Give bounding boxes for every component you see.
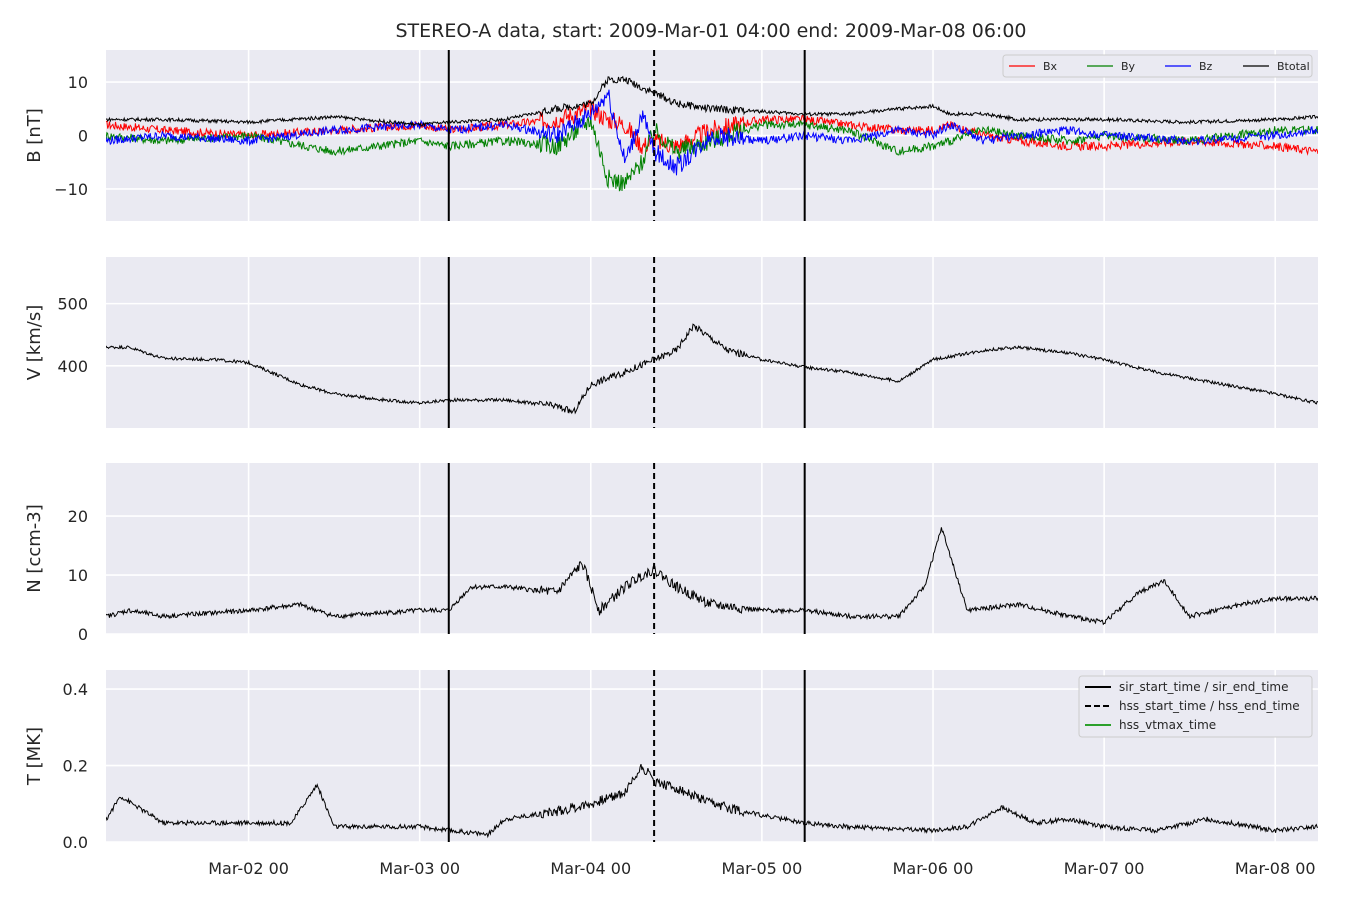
panel-3: 0 10 20 N [ccm-3] <box>24 463 1318 644</box>
legend-label: Bx <box>1043 60 1058 73</box>
y-axis-label: N [ccm-3] <box>24 504 45 593</box>
series-line <box>106 527 1318 626</box>
series-group <box>106 527 1318 626</box>
legend-events: sir_start_time / sir_end_time hss_start_t… <box>1078 675 1313 738</box>
y-tick-label: 500 <box>57 295 88 314</box>
series-line <box>106 89 1318 176</box>
legend-label: hss_start_time / hss_end_time <box>1119 699 1300 713</box>
y-tick-label: 10 <box>68 566 88 585</box>
x-tick-label: Mar-04 00 <box>550 859 631 878</box>
y-axis-label: V [km/s] <box>24 305 45 380</box>
panel-1: −10 0 10 B [nT] <box>24 50 1318 221</box>
plot-area <box>106 257 1318 428</box>
y-axis-label: T [MK] <box>24 727 45 786</box>
plot-area <box>106 463 1318 634</box>
legend-label: sir_start_time / sir_end_time <box>1119 680 1289 694</box>
legend-box <box>1002 54 1313 78</box>
x-tick-label: Mar-03 00 <box>379 859 460 878</box>
series-line <box>106 763 1318 839</box>
y-tick-label: 400 <box>57 357 88 376</box>
y-tick-label: 0 <box>78 625 88 644</box>
panel-2: 400 500 V [km/s] <box>24 257 1318 428</box>
series-line <box>106 116 1318 192</box>
y-tick-label: 20 <box>68 507 88 526</box>
chart-title: STEREO-A data, start: 2009-Mar-01 04:00 … <box>395 20 1026 42</box>
legend-label: By <box>1121 60 1136 73</box>
series-group <box>106 75 1318 192</box>
series-line <box>106 323 1318 415</box>
legend-b-field: Bx By Bz Btotal <box>1002 54 1313 78</box>
x-tick-label: Mar-08 00 <box>1235 859 1316 878</box>
y-tick-label: 0 <box>78 127 88 146</box>
x-tick-label: Mar-06 00 <box>893 859 974 878</box>
legend-label: Bz <box>1199 60 1213 73</box>
legend-label: hss_vtmax_time <box>1119 718 1216 732</box>
y-axis-label: B [nT] <box>24 108 45 163</box>
series-line <box>106 99 1318 156</box>
y-tick-label: 0.4 <box>63 680 88 699</box>
y-tick-label: 0.2 <box>63 757 88 776</box>
series-line <box>106 75 1318 128</box>
y-tick-label: 10 <box>68 73 88 92</box>
legend-box <box>1078 675 1313 738</box>
y-tick-label: 0.0 <box>63 833 88 852</box>
x-tick-label: Mar-02 00 <box>208 859 289 878</box>
y-tick-label: −10 <box>54 180 88 199</box>
legend-label: Btotal <box>1277 60 1310 73</box>
series-group <box>106 763 1318 839</box>
x-tick-label: Mar-05 00 <box>722 859 803 878</box>
series-group <box>106 323 1318 415</box>
x-tick-label: Mar-07 00 <box>1064 859 1145 878</box>
